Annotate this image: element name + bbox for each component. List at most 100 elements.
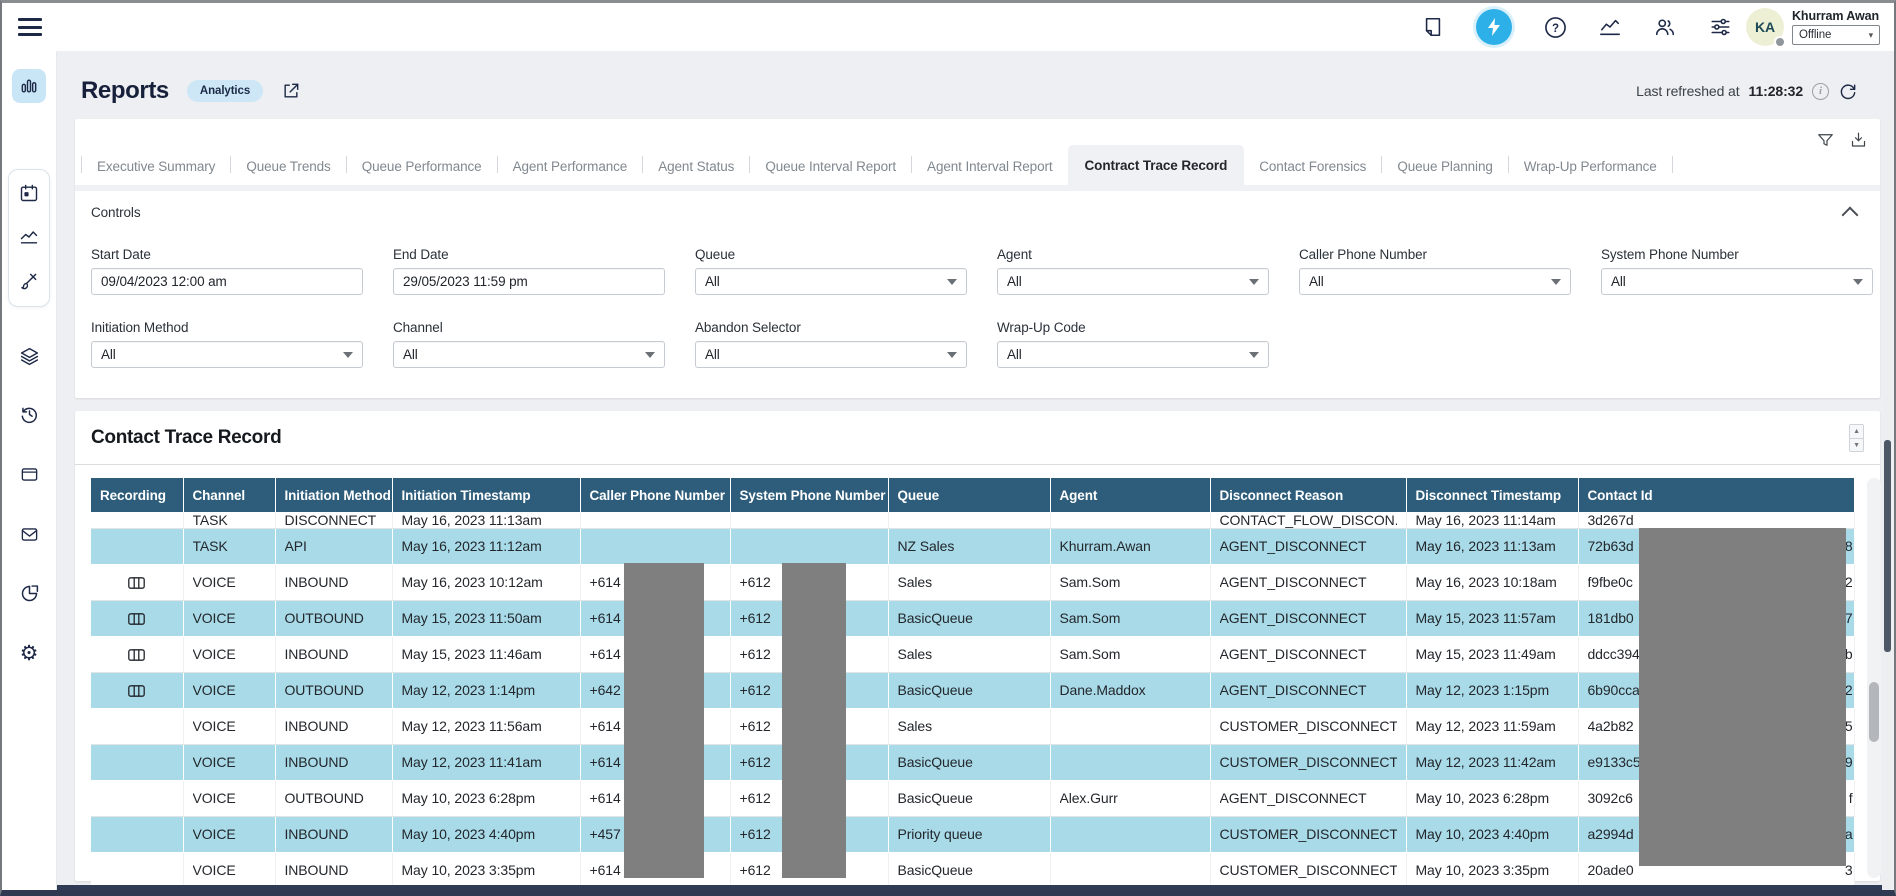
column-header-disconnect-reason[interactable]: Disconnect Reason bbox=[1210, 478, 1407, 512]
notes-icon[interactable] bbox=[1421, 15, 1445, 39]
column-header-queue[interactable]: Queue bbox=[888, 478, 1051, 512]
tab-separator bbox=[1671, 156, 1673, 173]
disconnect-reason-cell: CUSTOMER_DISCONNECT bbox=[1210, 708, 1407, 745]
field-label-wrap-up-code: Wrap-Up Code bbox=[997, 320, 1086, 335]
dropdown-caret-icon bbox=[947, 351, 957, 358]
page-scrollbar-thumb[interactable] bbox=[1884, 440, 1891, 652]
disconnect-timestamp-cell: May 16, 2023 11:13am bbox=[1406, 528, 1579, 565]
redaction-contact-id bbox=[1639, 528, 1846, 866]
tab-wrap-up-performance[interactable]: Wrap-Up Performance bbox=[1523, 159, 1657, 174]
field-abandon-selector: Abandon Selector All bbox=[695, 320, 967, 368]
refresh-icon[interactable] bbox=[1838, 81, 1858, 101]
select-initiation-method[interactable]: All bbox=[91, 341, 363, 368]
initiation-timestamp-cell: May 10, 2023 4:40pm bbox=[392, 816, 581, 853]
column-header-system-phone-number[interactable]: System Phone Number bbox=[730, 478, 889, 512]
help-icon[interactable]: ? bbox=[1543, 15, 1567, 39]
tab-agent-performance[interactable]: Agent Performance bbox=[512, 159, 628, 174]
column-header-contact-id[interactable]: Contact Id bbox=[1578, 478, 1855, 512]
tab-executive-summary[interactable]: Executive Summary bbox=[97, 159, 216, 174]
recording-icon[interactable] bbox=[91, 672, 184, 709]
select-system-phone-number[interactable]: All bbox=[1601, 268, 1873, 295]
queue-cell: NZ Sales bbox=[888, 528, 1051, 565]
column-header-recording[interactable]: Recording bbox=[91, 478, 184, 512]
field-value: All bbox=[403, 347, 418, 362]
sidebar-item-dashboards[interactable] bbox=[12, 576, 46, 610]
analytics-chart-icon[interactable] bbox=[1598, 15, 1622, 39]
sidebar-item-design[interactable] bbox=[12, 264, 46, 298]
field-label-start-date: Start Date bbox=[91, 247, 151, 262]
agent-status-select[interactable]: Offline ▾ bbox=[1792, 25, 1880, 45]
field-label-end-date: End Date bbox=[393, 247, 449, 262]
scroll-down-arrow-icon[interactable]: ▼ bbox=[1850, 438, 1863, 451]
sidebar-item-workspace[interactable] bbox=[12, 457, 46, 491]
sidebar-item-trends[interactable] bbox=[12, 220, 46, 254]
disconnect-reason-cell: AGENT_DISCONNECT bbox=[1210, 564, 1407, 601]
field-value: All bbox=[705, 274, 720, 289]
table-scrollbar-thumb[interactable] bbox=[1869, 682, 1879, 742]
table-row: VOICE INBOUND May 10, 2023 4:40pm +457 +612 P… bbox=[91, 816, 1855, 853]
disconnect-reason-cell: AGENT_DISCONNECT bbox=[1210, 636, 1407, 673]
sidebar-item-settings[interactable]: ⚙ bbox=[12, 636, 46, 670]
select-queue[interactable]: All bbox=[695, 268, 967, 295]
tab-queue-trends[interactable]: Queue Trends bbox=[246, 159, 331, 174]
refresh-area: Last refreshed at 11:28:32 i bbox=[1636, 81, 1872, 101]
column-header-disconnect-timestamp[interactable]: Disconnect Timestamp bbox=[1406, 478, 1579, 512]
recording-icon[interactable] bbox=[91, 636, 184, 673]
select-caller-phone-number[interactable]: All bbox=[1299, 268, 1571, 295]
page-header: Reports Analytics Last refreshed at 11:2… bbox=[57, 51, 1894, 105]
sidebar-item-layers[interactable] bbox=[12, 339, 46, 373]
tab-queue-planning[interactable]: Queue Planning bbox=[1397, 159, 1493, 174]
tab-agent-status[interactable]: Agent Status bbox=[658, 159, 735, 174]
column-header-agent[interactable]: Agent bbox=[1050, 478, 1211, 512]
quick-actions-icon[interactable] bbox=[1476, 9, 1512, 45]
table-scroll-spinner[interactable]: ▲ ▼ bbox=[1849, 424, 1864, 452]
sidebar-item-reports[interactable] bbox=[12, 69, 46, 103]
contact-id-tail-fragment: 8 bbox=[1844, 538, 1853, 554]
input-end-date[interactable]: 29/05/2023 11:59 pm bbox=[393, 268, 665, 295]
tab-separator bbox=[1507, 156, 1509, 173]
page-vertical-scrollbar[interactable] bbox=[1883, 115, 1892, 890]
disconnect-timestamp-cell: May 10, 2023 6:28pm bbox=[1406, 780, 1579, 817]
redaction-caller-phone bbox=[624, 563, 704, 878]
open-external-icon[interactable] bbox=[281, 81, 301, 101]
tab-queue-performance[interactable]: Queue Performance bbox=[361, 159, 482, 174]
tab-agent-interval-report[interactable]: Agent Interval Report bbox=[927, 159, 1053, 174]
queue-cell: Sales bbox=[888, 636, 1051, 673]
table-vertical-scrollbar[interactable] bbox=[1867, 478, 1881, 878]
initiation-method-cell: INBOUND bbox=[275, 564, 393, 601]
column-header-caller-phone-number[interactable]: Caller Phone Number bbox=[580, 478, 731, 512]
info-icon[interactable]: i bbox=[1812, 82, 1829, 100]
scroll-up-arrow-icon[interactable]: ▲ bbox=[1850, 425, 1863, 438]
horizontal-scrollbar[interactable] bbox=[57, 885, 1882, 890]
select-channel[interactable]: All bbox=[393, 341, 665, 368]
collapse-chevron-up-icon[interactable] bbox=[1841, 206, 1859, 224]
initiation-timestamp-cell: May 12, 2023 11:41am bbox=[392, 744, 581, 781]
initiation-timestamp-cell: May 16, 2023 11:13am bbox=[392, 512, 581, 529]
filter-icon[interactable] bbox=[1816, 131, 1835, 149]
recording-icon[interactable] bbox=[91, 600, 184, 637]
input-start-date[interactable]: 09/04/2023 12:00 am bbox=[91, 268, 363, 295]
tab-contact-forensics[interactable]: Contact Forensics bbox=[1259, 159, 1367, 174]
select-agent[interactable]: All bbox=[997, 268, 1269, 295]
download-icon[interactable] bbox=[1849, 131, 1868, 149]
sidebar-item-schedule[interactable] bbox=[12, 176, 46, 210]
column-header-initiation-method[interactable]: Initiation Method bbox=[275, 478, 393, 512]
column-header-initiation-timestamp[interactable]: Initiation Timestamp bbox=[392, 478, 581, 512]
select-wrap-up-code[interactable]: All bbox=[997, 341, 1269, 368]
queue-cell: Sales bbox=[888, 564, 1051, 601]
contact-id-tail-fragment: 2 bbox=[1844, 682, 1853, 698]
select-abandon-selector[interactable]: All bbox=[695, 341, 967, 368]
agents-icon[interactable] bbox=[1653, 15, 1677, 39]
hamburger-menu-icon[interactable] bbox=[18, 18, 42, 36]
recording-icon[interactable] bbox=[91, 564, 184, 601]
column-header-channel[interactable]: Channel bbox=[183, 478, 276, 512]
tab-contract-trace-record[interactable]: Contract Trace Record bbox=[1067, 145, 1245, 185]
table-row: VOICE OUTBOUND May 12, 2023 1:14pm +642 +612… bbox=[91, 672, 1855, 709]
user-avatar[interactable]: KA bbox=[1746, 8, 1786, 48]
tab-queue-interval-report[interactable]: Queue Interval Report bbox=[765, 159, 897, 174]
recording-cell bbox=[91, 816, 184, 853]
settings-sliders-icon[interactable] bbox=[1708, 15, 1732, 39]
sidebar-item-mail[interactable] bbox=[12, 517, 46, 551]
agent-cell bbox=[1050, 816, 1211, 853]
sidebar-item-history[interactable] bbox=[12, 397, 46, 431]
